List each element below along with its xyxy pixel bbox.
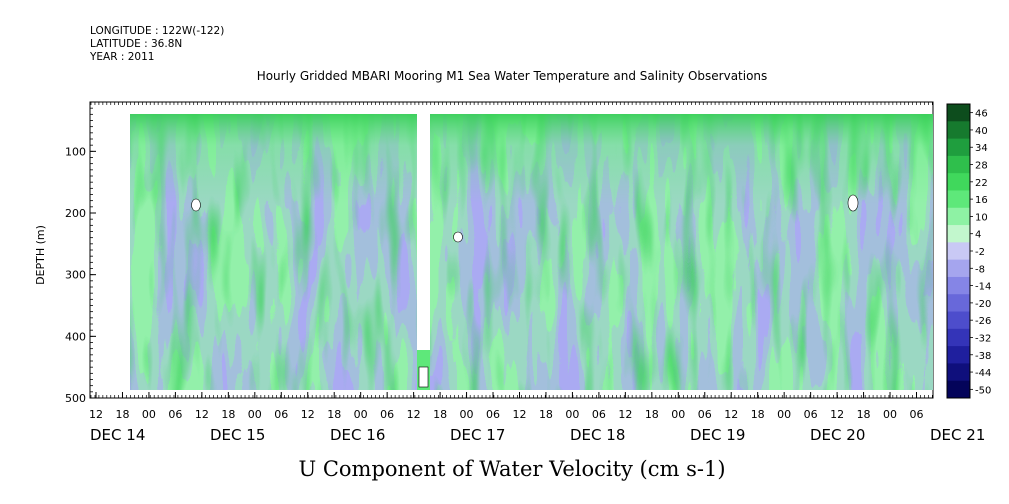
x-hour-label: 12 bbox=[724, 408, 738, 421]
x-hour-label: 18 bbox=[433, 408, 447, 421]
colorbar-label: 34 bbox=[975, 143, 988, 154]
colorbar-swatch bbox=[947, 311, 970, 330]
x-hour-label: 00 bbox=[883, 408, 897, 421]
x-hour-label: 06 bbox=[592, 408, 606, 421]
colorbar-swatch bbox=[947, 259, 970, 278]
y-tick-label: 500 bbox=[65, 392, 86, 405]
colorbar-label: -2 bbox=[975, 247, 985, 258]
colorbar-swatch bbox=[947, 173, 970, 191]
colorbar-swatch bbox=[947, 242, 970, 261]
x-axis: 12 18 00 06 12 18 00 06 12 18 00 06 12 18 00 06 12 18 00 06… bbox=[89, 392, 985, 444]
x-hour-label: 00 bbox=[565, 408, 579, 421]
colorbar-label: 10 bbox=[975, 212, 988, 223]
x-day-label: DEC 16 bbox=[330, 426, 385, 444]
y-axis-label: DEPTH (m) bbox=[34, 225, 47, 285]
x-day-label: DEC 20 bbox=[810, 426, 865, 444]
x-hour-label: 00 bbox=[671, 408, 685, 421]
x-hour-label: 06 bbox=[804, 408, 818, 421]
x-hour-label: 18 bbox=[539, 408, 553, 421]
y-tick-label: 300 bbox=[65, 269, 86, 282]
x-day-label: DEC 21 bbox=[930, 426, 985, 444]
colorbar-label: 40 bbox=[975, 126, 988, 137]
gap-hole bbox=[418, 366, 429, 388]
colorbar-swatch bbox=[947, 190, 970, 209]
x-hour-label: 18 bbox=[645, 408, 659, 421]
colorbar-swatch bbox=[947, 380, 970, 399]
x-day-label: DEC 18 bbox=[570, 426, 625, 444]
colorbar-label: -8 bbox=[975, 264, 985, 275]
year-label: YEAR : 2011 bbox=[89, 51, 154, 63]
colorbar-label: 4 bbox=[975, 230, 981, 241]
x-hour-label: 18 bbox=[221, 408, 235, 421]
x-day-label: DEC 19 bbox=[690, 426, 745, 444]
colorbar-swatch bbox=[947, 363, 970, 382]
colorbar-swatch bbox=[947, 328, 970, 347]
x-hour-label: 06 bbox=[698, 408, 712, 421]
x-hour-label: 12 bbox=[618, 408, 632, 421]
colorbar-swatch bbox=[947, 276, 970, 295]
field-left-top bbox=[130, 114, 417, 204]
x-hour-label: 18 bbox=[857, 408, 871, 421]
x-hour-label: 12 bbox=[301, 408, 315, 421]
heatmap-field bbox=[130, 114, 933, 390]
colorbar-label: -26 bbox=[975, 316, 991, 327]
chart-title: Hourly Gridded MBARI Mooring M1 Sea Wate… bbox=[257, 69, 768, 83]
x-hour-label: 12 bbox=[195, 408, 209, 421]
x-day-label: DEC 14 bbox=[90, 426, 145, 444]
x-day-label: DEC 15 bbox=[210, 426, 265, 444]
colorbar-swatch bbox=[947, 104, 970, 122]
longitude-label: LONGITUDE : 122W(-122) bbox=[90, 25, 224, 37]
colorbar-label: 22 bbox=[975, 178, 988, 189]
x-hour-label: 06 bbox=[910, 408, 924, 421]
x-hour-label: 18 bbox=[751, 408, 765, 421]
colorbar-swatch bbox=[947, 294, 970, 313]
colorbar-swatch bbox=[947, 346, 970, 364]
x-hour-label: 00 bbox=[777, 408, 791, 421]
x-hour-label: 00 bbox=[248, 408, 262, 421]
x-hour-label: 12 bbox=[89, 408, 103, 421]
latitude-label: LATITUDE : 36.8N bbox=[90, 38, 182, 50]
missing-patch-1 bbox=[191, 198, 201, 212]
field-right-top bbox=[430, 114, 933, 204]
y-tick-label: 400 bbox=[65, 330, 86, 343]
x-hour-label: 06 bbox=[168, 408, 182, 421]
x-hour-label: 12 bbox=[407, 408, 421, 421]
x-hour-label: 12 bbox=[830, 408, 844, 421]
minor-ticks bbox=[90, 102, 933, 398]
colorbar-label: 46 bbox=[975, 109, 988, 120]
x-hour-label: 12 bbox=[512, 408, 526, 421]
y-tick-label: 200 bbox=[65, 207, 86, 220]
colorbar: 46 40 34 28 22 16 10 4 -2 -8 -14 -20 -26 -32 -38 -44 -50 bbox=[946, 103, 991, 399]
x-hour-label: 06 bbox=[486, 408, 500, 421]
x-hour-label: 06 bbox=[380, 408, 394, 421]
x-hour-label: 18 bbox=[115, 408, 129, 421]
colorbar-swatch bbox=[947, 207, 970, 226]
x-hour-label: 00 bbox=[354, 408, 368, 421]
x-hour-label: 00 bbox=[142, 408, 156, 421]
colorbar-label: -32 bbox=[975, 333, 991, 344]
x-axis-label: U Component of Water Velocity (cm s-1) bbox=[298, 457, 725, 481]
missing-patch-2 bbox=[453, 231, 463, 243]
x-day-label: DEC 17 bbox=[450, 426, 505, 444]
colorbar-swatch bbox=[947, 225, 970, 243]
y-tick-label: 100 bbox=[65, 145, 86, 158]
colorbar-label: -14 bbox=[975, 282, 991, 293]
colorbar-label: 28 bbox=[975, 161, 988, 172]
x-hour-label: 18 bbox=[327, 408, 341, 421]
colorbar-swatch bbox=[947, 138, 970, 157]
colorbar-label: -20 bbox=[975, 299, 991, 310]
x-hour-label: 06 bbox=[274, 408, 288, 421]
x-hour-label: 00 bbox=[460, 408, 474, 421]
colorbar-label: 16 bbox=[975, 195, 988, 206]
y-axis: 100 200 300 400 500 bbox=[65, 107, 96, 405]
colorbar-label: -38 bbox=[975, 351, 991, 362]
colorbar-swatch bbox=[947, 121, 970, 140]
colorbar-label: -44 bbox=[975, 368, 991, 379]
missing-patch-3 bbox=[847, 194, 859, 212]
colorbar-label: -50 bbox=[975, 385, 991, 396]
colorbar-swatch bbox=[947, 155, 970, 174]
